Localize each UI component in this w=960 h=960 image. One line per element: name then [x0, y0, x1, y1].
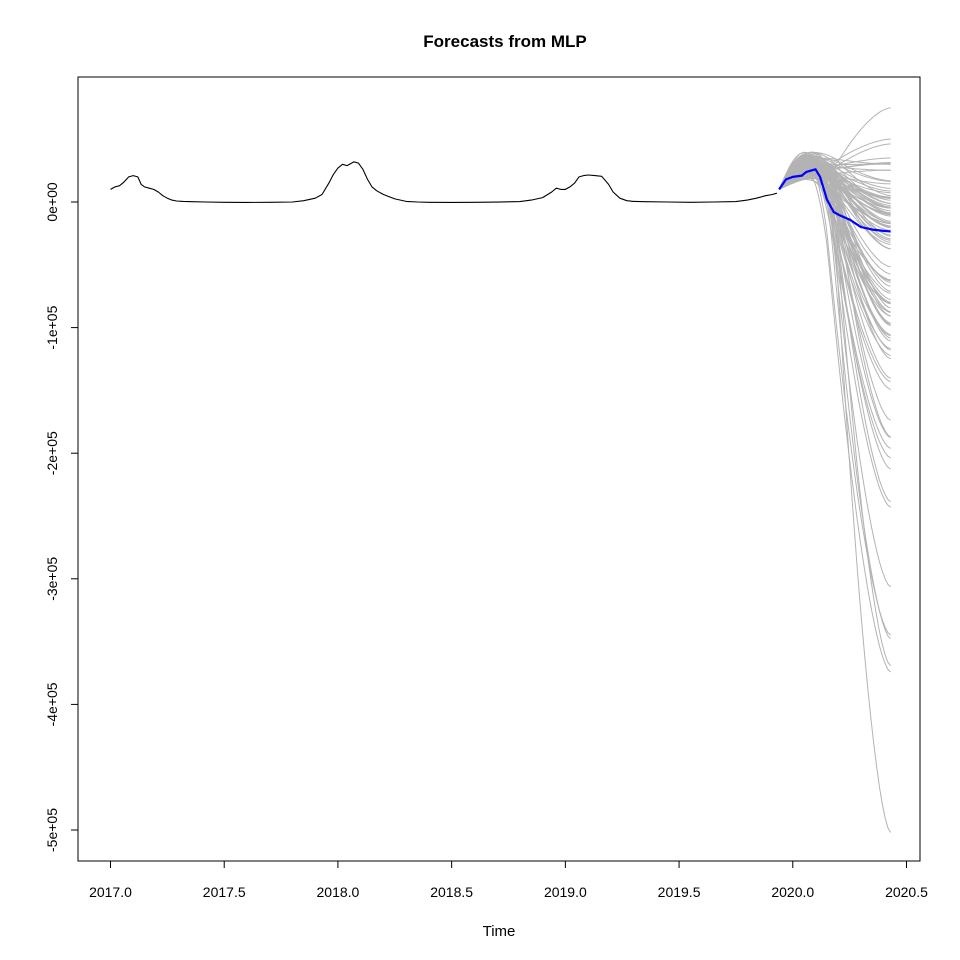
main-lines-group	[110, 161, 891, 233]
x-tick-label: 2018.0	[317, 884, 360, 900]
plot-frame	[77, 76, 921, 862]
simulated-path-line	[778, 171, 891, 198]
simulated-path-line	[778, 165, 891, 317]
x-axis: 2017.0 2017.5 2018.0 2018.5 2019.0 2019.5 2020…	[89, 860, 928, 900]
y-tick-label: 0e+00	[44, 182, 60, 222]
simulated-paths-group	[778, 107, 892, 833]
simulated-path-line	[778, 158, 891, 217]
x-tick-label: 2019.5	[658, 884, 701, 900]
simulated-path-line	[778, 157, 891, 282]
y-tick-label: -5e+05	[44, 808, 60, 852]
x-axis-title: Time	[483, 923, 516, 940]
historical-series-line	[110, 161, 778, 203]
x-tick-label: 2020.0	[771, 884, 814, 900]
y-tick-label: -2e+05	[44, 431, 60, 475]
x-tick-label: 2018.5	[430, 884, 473, 900]
simulated-path-line	[778, 156, 891, 236]
simulated-path-line	[778, 163, 891, 336]
simulated-path-line	[778, 157, 891, 190]
x-tick-label: 2020.5	[885, 884, 928, 900]
simulated-path-line	[778, 156, 891, 640]
mean-forecast-line	[778, 168, 891, 233]
y-tick-label: -3e+05	[44, 557, 60, 601]
y-tick-label: -4e+05	[44, 682, 60, 726]
y-tick-label: -1e+05	[44, 305, 60, 349]
x-tick-label: 2019.0	[544, 884, 587, 900]
simulated-path-line	[778, 157, 891, 237]
x-tick-label: 2017.0	[89, 884, 132, 900]
chart-title: Forecasts from MLP	[423, 32, 586, 51]
simulated-path-line	[778, 174, 891, 225]
simulated-path-line	[778, 152, 891, 360]
x-tick-label: 2017.5	[203, 884, 246, 900]
y-axis: 0e+00 -1e+05 -2e+05 -3e+05 -4e+05 -5e+05	[44, 182, 79, 852]
